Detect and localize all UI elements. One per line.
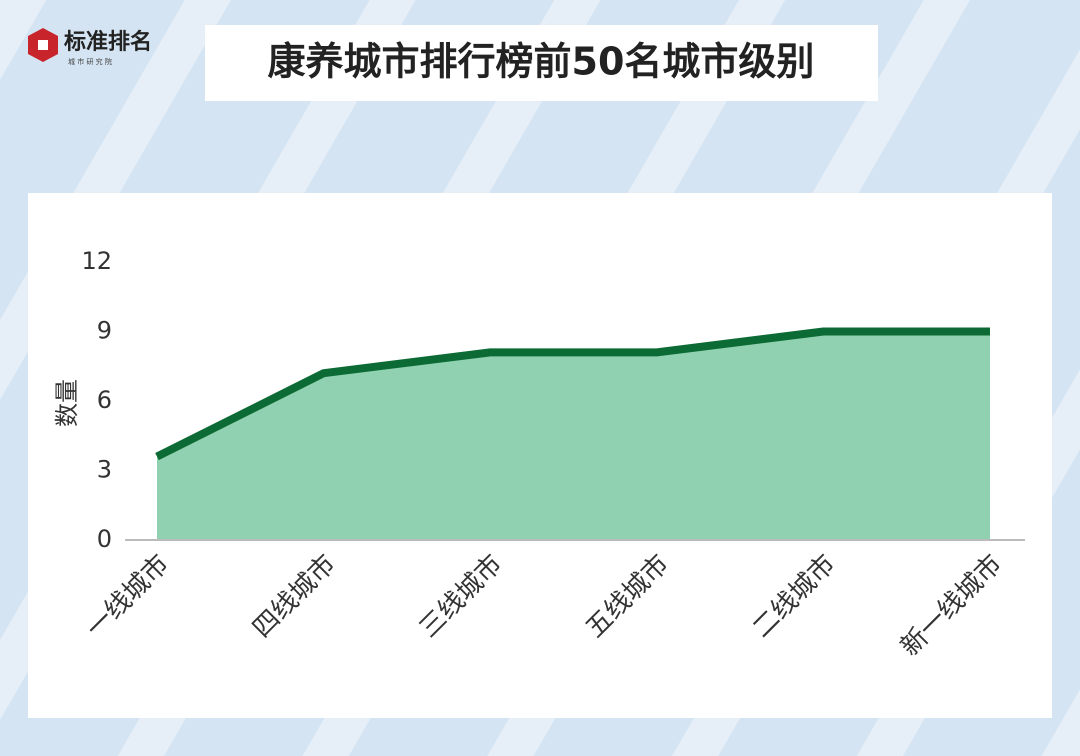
y-tick-label: 3	[97, 456, 112, 484]
logo-subtitle: 城 市 研 究 院	[68, 57, 112, 66]
y-tick-label: 0	[97, 525, 112, 553]
y-axis-label: 数量	[53, 379, 81, 427]
title-box	[205, 25, 878, 101]
logo-name: 标准排名	[64, 29, 152, 55]
area-fill	[157, 331, 990, 540]
chart-title: 康养城市排行榜前50名城市级别	[268, 40, 815, 84]
logo-icon-inner	[38, 40, 48, 50]
y-tick-label: 12	[81, 247, 112, 275]
area-line	[155, 327, 990, 461]
y-tick-label: 9	[97, 317, 112, 345]
y-tick-label: 6	[97, 386, 112, 414]
logo: 标准排名 城 市 研 究 院	[28, 28, 152, 66]
